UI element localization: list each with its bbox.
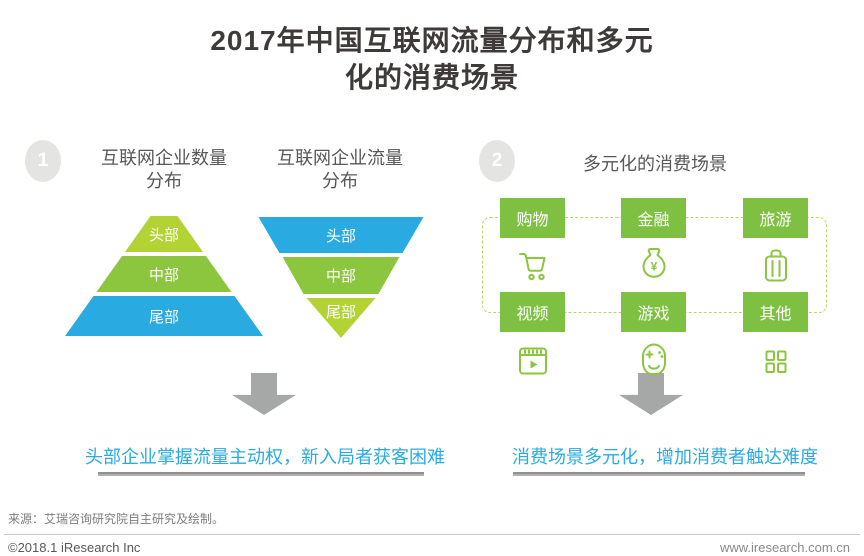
conclusion-underline	[98, 472, 424, 476]
source-note: 来源：艾瑞咨询研究院自主研究及绘制。	[8, 512, 225, 526]
scenario-label-travel: 旅游	[743, 198, 808, 238]
luggage-icon	[753, 243, 798, 289]
pyramid-up-bottom-layer: 尾部	[65, 296, 263, 336]
pyramid-traffic-distribution: 头部 中部 尾部	[243, 217, 439, 338]
company-flow-heading: 互联网企业流量 分布	[259, 147, 421, 193]
section1-number-badge: 1	[25, 140, 61, 182]
pyramid-down-bottom-layer: 尾部	[306, 298, 376, 338]
grid-icon	[753, 339, 798, 385]
yuan-symbol: ¥	[650, 260, 657, 274]
company-flow-heading-line1: 互联网企业流量	[277, 148, 403, 168]
pyramid-up-top-layer: 头部	[124, 216, 204, 252]
pyramid-down-middle-layer: 中部	[282, 257, 400, 294]
pyramid-count-distribution: 头部 中部 尾部	[65, 216, 263, 336]
scenario-label-shopping: 购物	[500, 198, 565, 238]
conclusion-underline	[513, 472, 805, 476]
section2-conclusion: 消费场景多元化，增加消费者触达难度	[512, 447, 818, 467]
gamepad-icon	[631, 336, 676, 382]
money-bag-icon: ¥	[631, 241, 676, 287]
page-title-line1: 2017年中国互联网流量分布和多元	[210, 25, 654, 56]
down-arrow-icon	[232, 373, 296, 415]
section2-number-badge: 2	[479, 140, 515, 182]
footer-divider	[4, 534, 860, 535]
company-count-heading-line2: 分布	[146, 171, 182, 191]
copyright-text: ©2018.1 iResearch Inc	[8, 540, 141, 555]
scenario-label-finance: 金融	[621, 198, 686, 238]
shopping-cart-icon	[510, 243, 555, 289]
website-text: www.iresearch.com.cn	[719, 540, 850, 555]
pyramid-up-middle-layer: 中部	[96, 256, 232, 292]
page-title-line2: 化的消费场景	[344, 62, 519, 93]
scenarios-heading: 多元化的消费场景	[583, 154, 727, 174]
company-flow-heading-line2: 分布	[322, 171, 358, 191]
scenario-label-game: 游戏	[621, 292, 686, 332]
section1-conclusion: 头部企业掌握流量主动权，新入局者获客困难	[85, 447, 445, 467]
video-player-icon	[510, 338, 555, 384]
scenario-label-video: 视频	[500, 292, 565, 332]
page-title: 2017年中国互联网流量分布和多元 化的消费场景	[0, 22, 864, 96]
pyramid-down-top-layer: 头部	[258, 217, 424, 253]
scenario-label-other: 其他	[743, 292, 808, 332]
company-count-heading-line1: 互联网企业数量	[101, 148, 227, 168]
company-count-heading: 互联网企业数量 分布	[83, 147, 245, 193]
